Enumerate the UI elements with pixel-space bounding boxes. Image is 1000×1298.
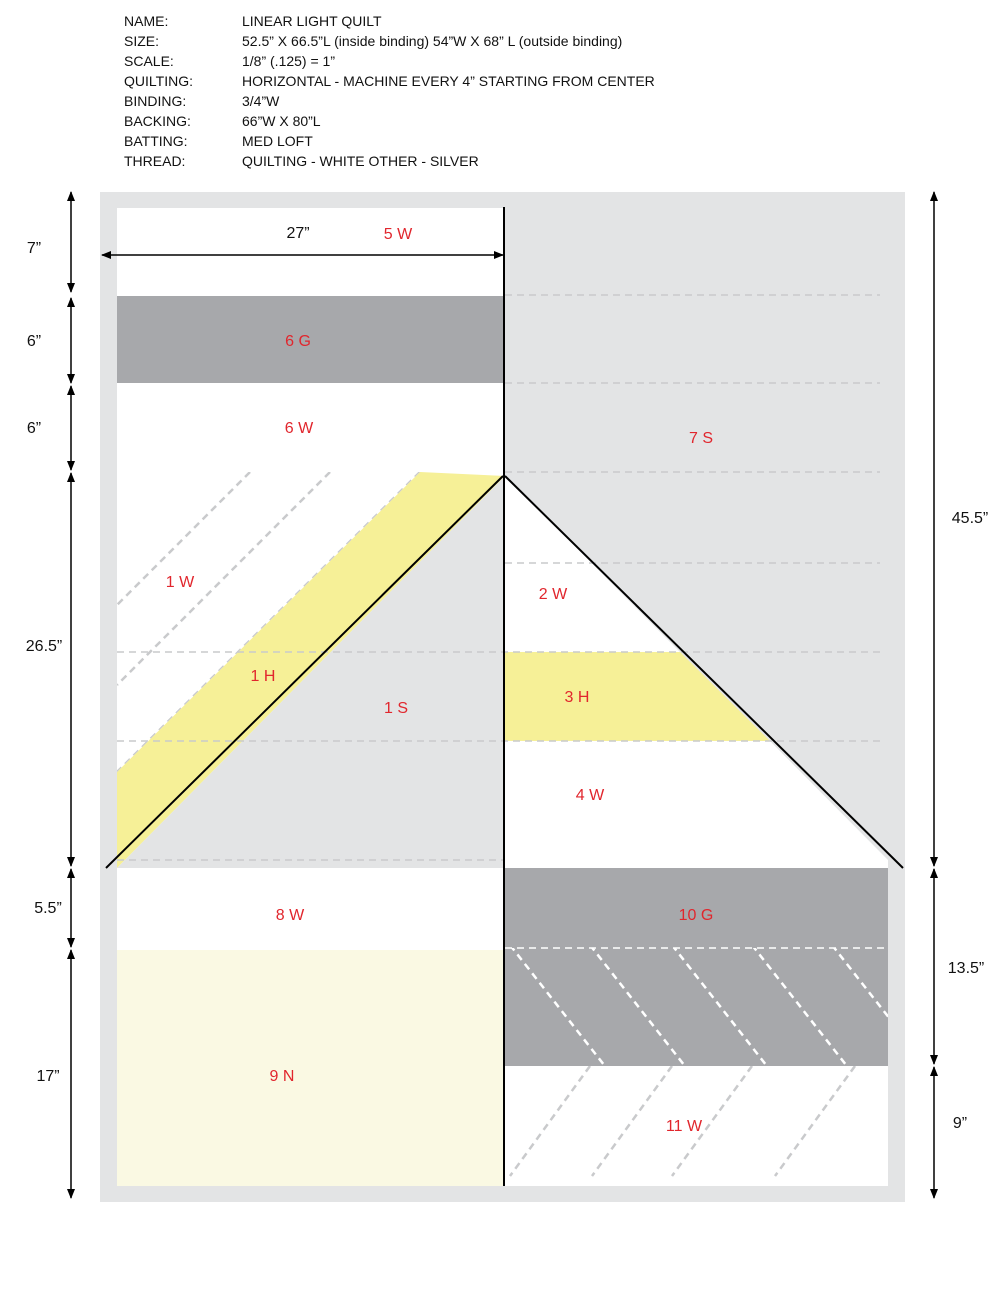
roof-left-edge: [105, 475, 504, 869]
diagonal-line: [510, 948, 607, 1066]
dimension-label-17: 17”: [36, 1068, 59, 1085]
diagonal-quilting-10g: [510, 948, 888, 1066]
dimension-label-7: 7”: [27, 240, 41, 257]
width-dimension-label: 27”: [286, 225, 309, 242]
piece-10g: [505, 868, 888, 1066]
label-3h: 3 H: [565, 689, 590, 706]
diagonal-line: [117, 472, 251, 606]
piece-5w: [117, 208, 505, 296]
label-1h: 1 H: [251, 668, 276, 685]
label-1w: 1 W: [166, 574, 195, 591]
label-6g: 6 G: [285, 333, 311, 350]
diagonal-line: [590, 948, 687, 1066]
piece-3h: [505, 652, 770, 741]
label-4w: 4 W: [576, 787, 605, 804]
diagonal-line: [670, 1066, 754, 1177]
dimension-label-6a: 6”: [27, 333, 41, 350]
label-1s: 1 S: [384, 700, 408, 717]
label-8w: 8 W: [276, 907, 305, 924]
piece-11w: [505, 1066, 888, 1186]
quilting-lines: [117, 294, 888, 949]
piece-6g: [117, 296, 505, 383]
label-9n: 9 N: [270, 1068, 295, 1085]
piece-1s: [117, 476, 505, 868]
diagonal-line: [117, 472, 331, 686]
diagonal-line: [773, 1066, 857, 1177]
diagonal-line: [752, 948, 849, 1066]
label-6w: 6 W: [285, 420, 314, 437]
piece-6w: [117, 383, 505, 473]
piece-4w: [505, 741, 888, 868]
label-2w: 2 W: [539, 586, 568, 603]
roof-right-edge: [504, 475, 904, 869]
label-7s: 7 S: [689, 430, 713, 447]
dimension-label-13-5: 13.5”: [948, 960, 984, 977]
dimension-label-26-5: 26.5”: [26, 638, 62, 655]
diagonal-line: [508, 1066, 592, 1177]
dimension-label-5-5: 5.5”: [34, 900, 62, 917]
dimension-label-9: 9”: [953, 1115, 967, 1132]
piece-9n: [117, 950, 505, 1186]
label-11w: 11 W: [666, 1118, 703, 1135]
diagonal-line: [672, 948, 769, 1066]
dimension-label-45-5: 45.5”: [952, 510, 988, 527]
label-10g: 10 G: [679, 907, 714, 924]
dimension-label-6b: 6”: [27, 420, 41, 437]
label-5w: 5 W: [384, 226, 413, 243]
piece-8w: [117, 868, 505, 950]
diagonal-quilting-11w: [508, 1066, 857, 1177]
diagonal-quilting-1w: [117, 472, 420, 772]
diagonal-line: [590, 1066, 674, 1177]
diagonal-line: [832, 948, 888, 1019]
seam-lines: [105, 207, 904, 1186]
